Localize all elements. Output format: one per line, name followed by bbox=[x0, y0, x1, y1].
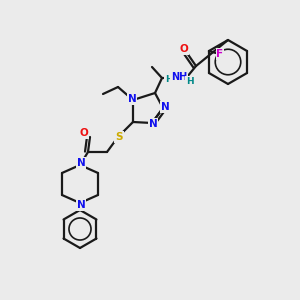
Text: N: N bbox=[76, 158, 85, 168]
Text: H: H bbox=[165, 74, 173, 83]
Text: S: S bbox=[115, 132, 123, 142]
Text: N: N bbox=[128, 94, 136, 104]
Text: H: H bbox=[186, 76, 194, 85]
Text: O: O bbox=[180, 44, 188, 54]
Text: N: N bbox=[76, 200, 85, 210]
Text: O: O bbox=[80, 128, 88, 138]
Text: N: N bbox=[148, 119, 158, 129]
Text: F: F bbox=[216, 49, 224, 59]
Text: N: N bbox=[160, 102, 169, 112]
Text: NH: NH bbox=[171, 72, 187, 82]
